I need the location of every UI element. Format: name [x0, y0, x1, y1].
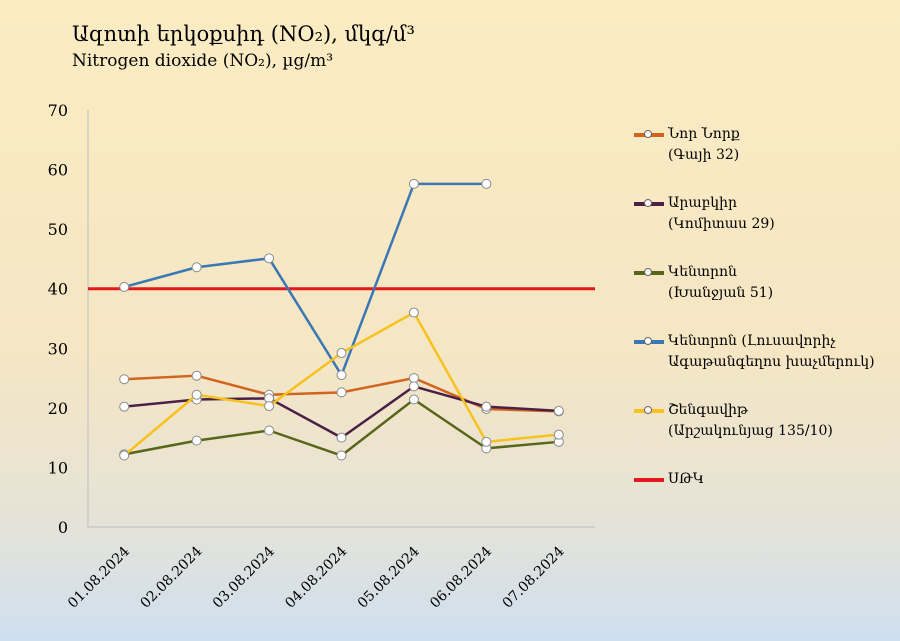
- x-tick-label: 02.08.2024: [137, 543, 205, 611]
- legend-swatch: [634, 268, 664, 276]
- data-point: [264, 401, 275, 412]
- y-tick-label: 60: [48, 161, 68, 180]
- legend-sublabel: (Գայի 32): [668, 147, 740, 163]
- legend-marker: [644, 199, 652, 207]
- data-point: [191, 389, 202, 400]
- legend-sublabel: (Խանջյան 51): [668, 285, 774, 301]
- legend-marker: [644, 130, 652, 138]
- legend-marker: [644, 406, 652, 414]
- chart-subtitle: Nitrogen dioxide (NO₂), µg/m³: [72, 51, 334, 71]
- legend-swatch: [634, 478, 664, 482]
- legend-label: Շենգավիթ: [668, 402, 749, 418]
- data-point: [336, 450, 347, 461]
- y-tick-label: 0: [58, 518, 68, 537]
- y-tick-label: 50: [48, 220, 68, 239]
- legend-sublabel: (Կոմիտաս 29): [668, 216, 775, 232]
- legend-text: Նոր Նորք (Գայի 32): [668, 124, 740, 166]
- legend-swatch: [634, 406, 664, 414]
- legend-text: Կենտրոն (Խանջյան 51): [668, 262, 773, 304]
- y-tick-label: 20: [48, 399, 68, 418]
- data-point: [119, 401, 130, 412]
- data-point: [336, 432, 347, 443]
- legend-label: Կենտրոն (Լուսավորիչ: [668, 333, 836, 349]
- chart-title: Ազոտի երկօքսիդ (NO₂), մկգ/մ³: [72, 22, 415, 46]
- data-point: [336, 348, 347, 359]
- data-point: [408, 381, 419, 392]
- legend-text: Արաբկիր (Կոմիտաս 29): [668, 193, 775, 235]
- legend-sublabel: (Արշակունյաց 135/10): [668, 423, 833, 439]
- data-point: [553, 405, 564, 416]
- y-tick-label: 40: [48, 280, 68, 299]
- data-point: [264, 425, 275, 436]
- legend-label: Նոր Նորք: [668, 126, 740, 142]
- data-point: [336, 387, 347, 398]
- legend-label: Կենտրոն: [668, 264, 737, 280]
- x-tick-label: 04.08.2024: [282, 543, 350, 611]
- data-point: [119, 374, 130, 385]
- data-point: [264, 253, 275, 264]
- y-tick-label: 30: [48, 339, 68, 358]
- data-point: [481, 178, 492, 189]
- y-tick-label: 70: [48, 101, 68, 120]
- legend-swatch: [634, 130, 664, 138]
- x-tick-label: 06.08.2024: [427, 543, 495, 611]
- legend-sublabel: Ագաթանգեղոս խաչմերուկ): [668, 354, 875, 370]
- data-point: [408, 394, 419, 405]
- data-point: [408, 373, 419, 384]
- legend-label: Արաբկիր: [668, 195, 737, 211]
- data-point: [553, 429, 564, 440]
- y-tick-label: 10: [48, 458, 68, 477]
- legend-label: ՍԹԿ: [668, 471, 704, 487]
- data-point: [191, 435, 202, 446]
- data-point: [191, 370, 202, 381]
- data-point: [119, 281, 130, 292]
- series-line: [123, 182, 487, 377]
- data-point: [119, 450, 130, 461]
- legend-marker: [644, 337, 652, 345]
- data-point: [408, 178, 419, 189]
- data-point: [191, 262, 202, 273]
- legend-swatch: [634, 337, 664, 345]
- x-tick-label: 03.08.2024: [210, 543, 278, 611]
- legend-text: Կենտրոն (Լուսավորիչ Ագաթանգեղոս խաչմերուկ…: [668, 331, 875, 373]
- x-tick-label: 05.08.2024: [355, 543, 423, 611]
- data-point: [336, 370, 347, 381]
- x-tick-label: 01.08.2024: [65, 543, 133, 611]
- legend-marker: [644, 268, 652, 276]
- legend-text: Շենգավիթ (Արշակունյաց 135/10): [668, 400, 833, 442]
- legend-swatch: [634, 199, 664, 207]
- data-point: [481, 436, 492, 447]
- x-tick-label: 07.08.2024: [500, 543, 568, 611]
- data-point: [408, 307, 419, 318]
- chart-title-block: Ազոտի երկօքսիդ (NO₂), մկգ/մ³ Nitrogen di…: [72, 20, 415, 74]
- data-point: [481, 401, 492, 412]
